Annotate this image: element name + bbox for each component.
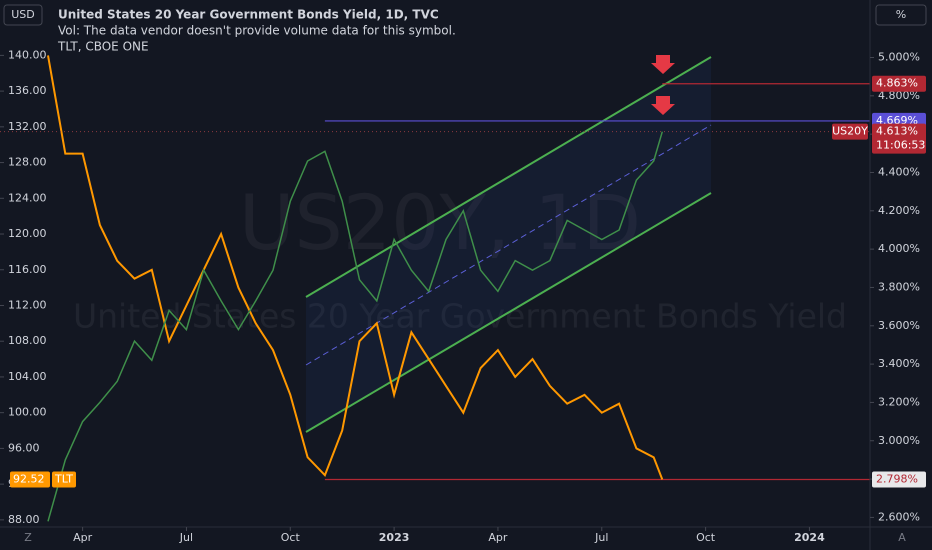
- y-tick-label: 112.00: [8, 298, 47, 311]
- price-label: 92.52: [13, 472, 45, 485]
- chart-title: United States 20 Year Government Bonds Y…: [58, 8, 439, 22]
- price-box: [872, 123, 926, 154]
- series-name: US20Y: [832, 125, 868, 138]
- currency-button-text[interactable]: USD: [11, 8, 35, 21]
- arrow: [651, 96, 675, 115]
- y-tick-label: 128.00: [8, 156, 47, 169]
- watermark-symbol: US20Y, 1D: [239, 178, 641, 267]
- legend-text: TLT, CBOE ONE: [57, 40, 149, 54]
- y-tick-label: 96.00: [8, 441, 40, 454]
- y-tick-label: 104.00: [8, 370, 47, 383]
- y2-tick-label: 3.000%: [878, 434, 920, 447]
- y2-tick-label: 4.200%: [878, 204, 920, 217]
- y-tick-label: 124.00: [8, 191, 47, 204]
- channel-mid: [305, 124, 712, 366]
- y2-tick-label: 3.200%: [878, 395, 920, 408]
- y-tick-label: 136.00: [8, 84, 47, 97]
- watermark-name: United States 20 Year Government Bonds Y…: [73, 297, 847, 336]
- y-tick-label: 140.00: [8, 48, 47, 61]
- subtitle: Vol: The data vendor doesn't provide vol…: [58, 24, 456, 38]
- y2-tick-label: 3.800%: [878, 280, 920, 293]
- y-tick-label: 116.00: [8, 263, 47, 276]
- series-name-box: [832, 123, 868, 140]
- level-label: 2.798%: [876, 472, 918, 485]
- arrow: [651, 55, 675, 74]
- x-tick-label: 2024: [794, 531, 825, 544]
- level-label-box: [872, 471, 926, 488]
- channel-lower: [305, 192, 712, 433]
- axes: 140.00 136.00 132.00 128.00 124.00 120.00 116.…: [0, 48, 920, 544]
- x-tick-label: Oct: [281, 531, 301, 544]
- y2-tick-label: 5.000%: [878, 50, 920, 63]
- y2-tick-label: 4.000%: [878, 242, 920, 255]
- y-tick-label: 132.00: [8, 120, 47, 133]
- price-labels: 4.863%4.669%2.798%92.52 TLT4.613%11:06:53…: [10, 75, 926, 488]
- corner-right[interactable]: A: [898, 531, 906, 544]
- unit-button[interactable]: [875, 4, 927, 26]
- x-tick-label: Apr: [73, 531, 93, 544]
- y-tick-label: 100.00: [8, 406, 47, 419]
- level-label-box: [872, 75, 926, 92]
- y-tick-label: 88.00: [8, 513, 40, 526]
- y-tick-label: 108.00: [8, 334, 47, 347]
- y2-tick-label: 2.600%: [878, 510, 920, 523]
- x-tick-label: Jul: [179, 531, 193, 544]
- countdown: 11:06:53: [876, 139, 925, 152]
- y-tick-label: 120.00: [8, 227, 47, 240]
- unit-button-text[interactable]: %: [896, 8, 906, 21]
- x-tick-label: 2023: [379, 531, 410, 544]
- level-label: 4.863%: [876, 77, 918, 90]
- x-tick-label: Oct: [696, 531, 716, 544]
- x-tick-label: Apr: [488, 531, 508, 544]
- corner-left[interactable]: Z: [24, 531, 32, 544]
- channel-upper: [305, 56, 712, 298]
- series-name-box: [52, 471, 76, 488]
- series-name: TLT: [54, 472, 73, 485]
- series-line: [47, 55, 664, 480]
- y2-tick-label: 3.600%: [878, 319, 920, 332]
- currency-button[interactable]: [3, 4, 43, 26]
- series-line: [47, 131, 664, 522]
- x-tick-label: Jul: [594, 531, 608, 544]
- price-label: 4.613%: [876, 125, 918, 138]
- y2-tick-label: 3.400%: [878, 357, 920, 370]
- price-box: [10, 471, 50, 488]
- y2-tick-label: 4.400%: [878, 165, 920, 178]
- y2-tick-label: 4.800%: [878, 89, 920, 102]
- plot: [0, 55, 870, 522]
